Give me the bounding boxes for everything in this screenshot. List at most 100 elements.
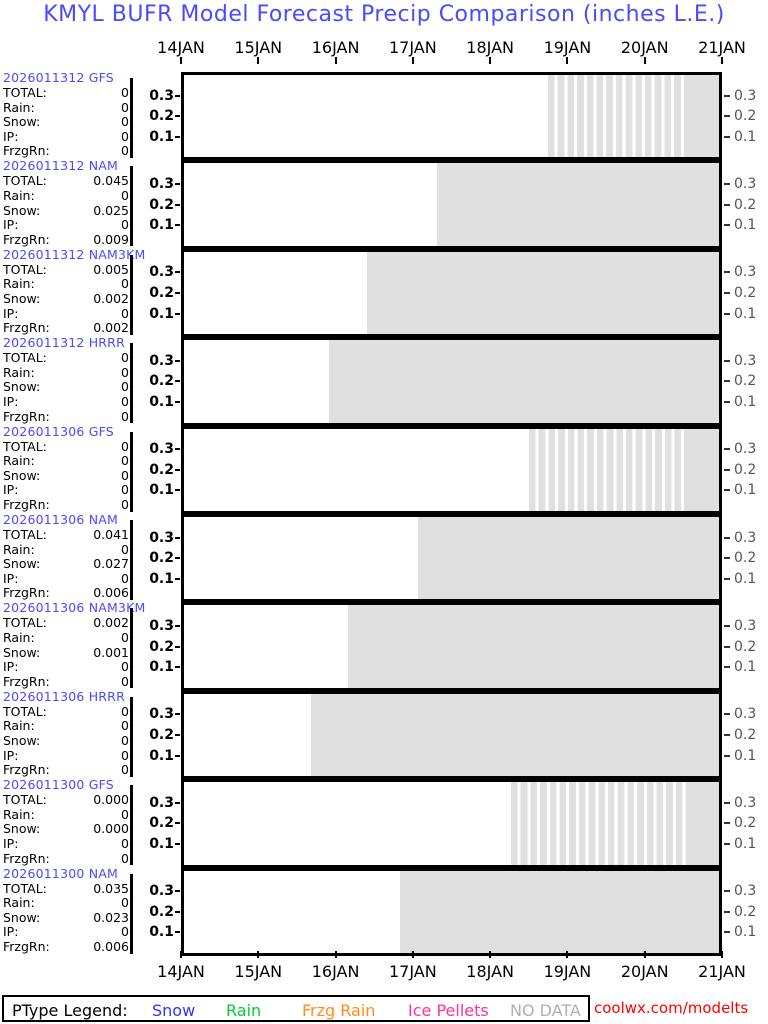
- y-axis-label-left: 0.3: [149, 175, 174, 192]
- y-axis-tick-left: [175, 557, 180, 560]
- y-axis-tick-left: [175, 713, 180, 716]
- stat-value-ip: 0: [121, 747, 129, 763]
- precip-plot-area: [181, 602, 722, 691]
- y-axis-label-left: 0.1: [149, 305, 174, 322]
- stat-row-frzgrn: FrzgRn: 0: [3, 673, 129, 689]
- y-axis-right: 0.3 0.2 0.1: [723, 779, 768, 867]
- stat-value-rain: 0: [121, 276, 129, 292]
- stat-row-snow: Snow: 0.027: [3, 556, 129, 572]
- stat-row-total: TOTAL: 0: [3, 350, 129, 366]
- panel-border-top: [181, 72, 722, 75]
- stat-row-snow: Snow: 0: [3, 468, 129, 483]
- no-data-region: [418, 513, 719, 603]
- stat-row-total: TOTAL: 0.041: [3, 527, 129, 542]
- y-axis-right: 0.3 0.2 0.1: [723, 249, 768, 337]
- panel-border-bottom: [181, 952, 722, 956]
- y-axis-tick-left: [175, 380, 180, 383]
- y-axis-label-left: 0.2: [149, 815, 174, 832]
- y-axis-left: 0.3 0.2 0.1: [134, 779, 180, 867]
- stat-row-snow: Snow: 0: [3, 732, 129, 748]
- legend-item-snow: Snow: [152, 1001, 196, 1020]
- y-axis-label-left: 0.2: [149, 461, 174, 478]
- model-run-label: 2026011312 HRRR: [3, 335, 125, 351]
- stat-row-total: TOTAL: 0: [3, 704, 129, 719]
- stats-plot-divider: [130, 519, 133, 600]
- y-axis-tick-right: [724, 203, 730, 206]
- x-axis-bottom: 14JAN 15JAN 16JAN 17JAN 18JAN 19JAN 20JAN 21JAN: [0, 951, 768, 981]
- stat-value-rain: 0: [121, 364, 129, 380]
- y-axis-label-right: 0.2: [734, 461, 757, 478]
- stat-label-frzgrn: FrzgRn:: [3, 850, 50, 866]
- y-axis-tick-right: [724, 754, 730, 757]
- stat-label-ip: IP:: [3, 217, 19, 233]
- source-url-link[interactable]: coolwx.com/modelts: [594, 999, 749, 1017]
- stat-value-frzgrn: 0.006: [93, 938, 129, 954]
- stat-label-ip: IP:: [3, 835, 19, 851]
- stat-value-snow: 0.002: [93, 290, 129, 306]
- y-axis-left: 0.3 0.2 0.1: [134, 426, 180, 514]
- stat-value-frzgrn: 0: [121, 850, 129, 866]
- x-axis-tick-mark: [566, 951, 569, 958]
- y-axis-label-right: 0.2: [734, 284, 757, 301]
- y-axis-label-right: 0.3: [734, 529, 757, 546]
- x-axis-tick-mark: [257, 951, 260, 958]
- model-run-panel: 2026011312 NAM3KM TOTAL: 0.005 Rain: 0 Snow: 0…: [0, 247, 768, 338]
- y-axis-right: 0.3 0.2 0.1: [723, 337, 768, 425]
- stat-label-snow: Snow:: [3, 644, 41, 660]
- stat-label-snow: Snow:: [3, 909, 41, 925]
- stat-label-ip: IP:: [3, 924, 19, 940]
- stat-row-rain: Rain: 0: [3, 807, 129, 822]
- precip-plot-area: [181, 248, 722, 338]
- stat-row-ip: IP: 0: [3, 835, 129, 851]
- y-axis-label-left: 0.1: [149, 482, 174, 499]
- x-axis-tick-mark: [334, 951, 337, 958]
- no-data-region: [311, 690, 719, 780]
- model-run-stats: 2026011306 HRRR TOTAL: 0 Rain: 0 Snow: 0 IP: 0 Fr…: [2, 689, 130, 779]
- y-axis-right: 0.3 0.2 0.1: [723, 160, 768, 248]
- stats-plot-divider: [130, 608, 133, 689]
- stat-label-ip: IP:: [3, 747, 19, 763]
- stat-row-snow: Snow: 0.000: [3, 821, 129, 837]
- stat-row-ip: IP: 0: [3, 394, 129, 409]
- stat-value-total: 0.035: [93, 880, 129, 896]
- model-run-stats: 2026011300 GFS TOTAL: 0.000 Rain: 0 Snow: 0.00…: [2, 777, 130, 867]
- stat-label-total: TOTAL:: [3, 350, 47, 366]
- stat-value-snow: 0: [121, 732, 129, 748]
- y-axis-left: 0.3 0.2 0.1: [134, 602, 180, 690]
- stat-row-frzgrn: FrzgRn: 0.006: [3, 585, 129, 600]
- stat-value-frzgrn: 0: [121, 143, 129, 159]
- x-axis-tick-mark: [180, 951, 182, 958]
- stat-label-total: TOTAL:: [3, 615, 47, 631]
- panel-border-bottom: [181, 864, 722, 868]
- legend-item-frzg-rain: Frzg Rain: [302, 1001, 376, 1020]
- y-axis-label-left: 0.3: [149, 264, 174, 281]
- model-run-label: 2026011312 NAM: [3, 158, 118, 174]
- y-axis-tick-right: [724, 733, 730, 736]
- y-axis-label-left: 0.1: [149, 217, 174, 234]
- x-axis-tick-mark: [334, 57, 337, 64]
- y-axis-tick-right: [724, 666, 730, 669]
- y-axis-tick-right: [724, 645, 730, 648]
- legend-item-rain: Rain: [226, 1001, 262, 1020]
- stat-label-rain: Rain:: [3, 453, 35, 469]
- precip-plot-area: [181, 867, 722, 956]
- stat-label-snow: Snow:: [3, 821, 41, 837]
- y-axis-label-right: 0.1: [734, 217, 757, 234]
- stat-value-snow: 0.027: [93, 556, 129, 572]
- y-axis-tick-left: [175, 224, 180, 227]
- stat-label-ip: IP:: [3, 482, 19, 498]
- y-axis-tick-right: [724, 135, 730, 138]
- stat-label-frzgrn: FrzgRn:: [3, 143, 50, 159]
- y-axis-label-right: 0.1: [734, 305, 757, 322]
- stat-row-frzgrn: FrzgRn: 0: [3, 850, 129, 866]
- panel-border-bottom: [181, 245, 722, 249]
- panel-border-top: [181, 160, 722, 164]
- panel-border-top: [181, 248, 722, 252]
- stat-label-rain: Rain:: [3, 187, 35, 203]
- y-axis-tick-left: [175, 135, 180, 138]
- stat-label-frzgrn: FrzgRn:: [3, 673, 50, 689]
- y-axis-label-left: 0.2: [149, 903, 174, 920]
- y-axis-right: 0.3 0.2 0.1: [723, 72, 768, 160]
- model-run-label: 2026011312 GFS: [3, 70, 114, 85]
- y-axis-label-right: 0.1: [734, 659, 757, 676]
